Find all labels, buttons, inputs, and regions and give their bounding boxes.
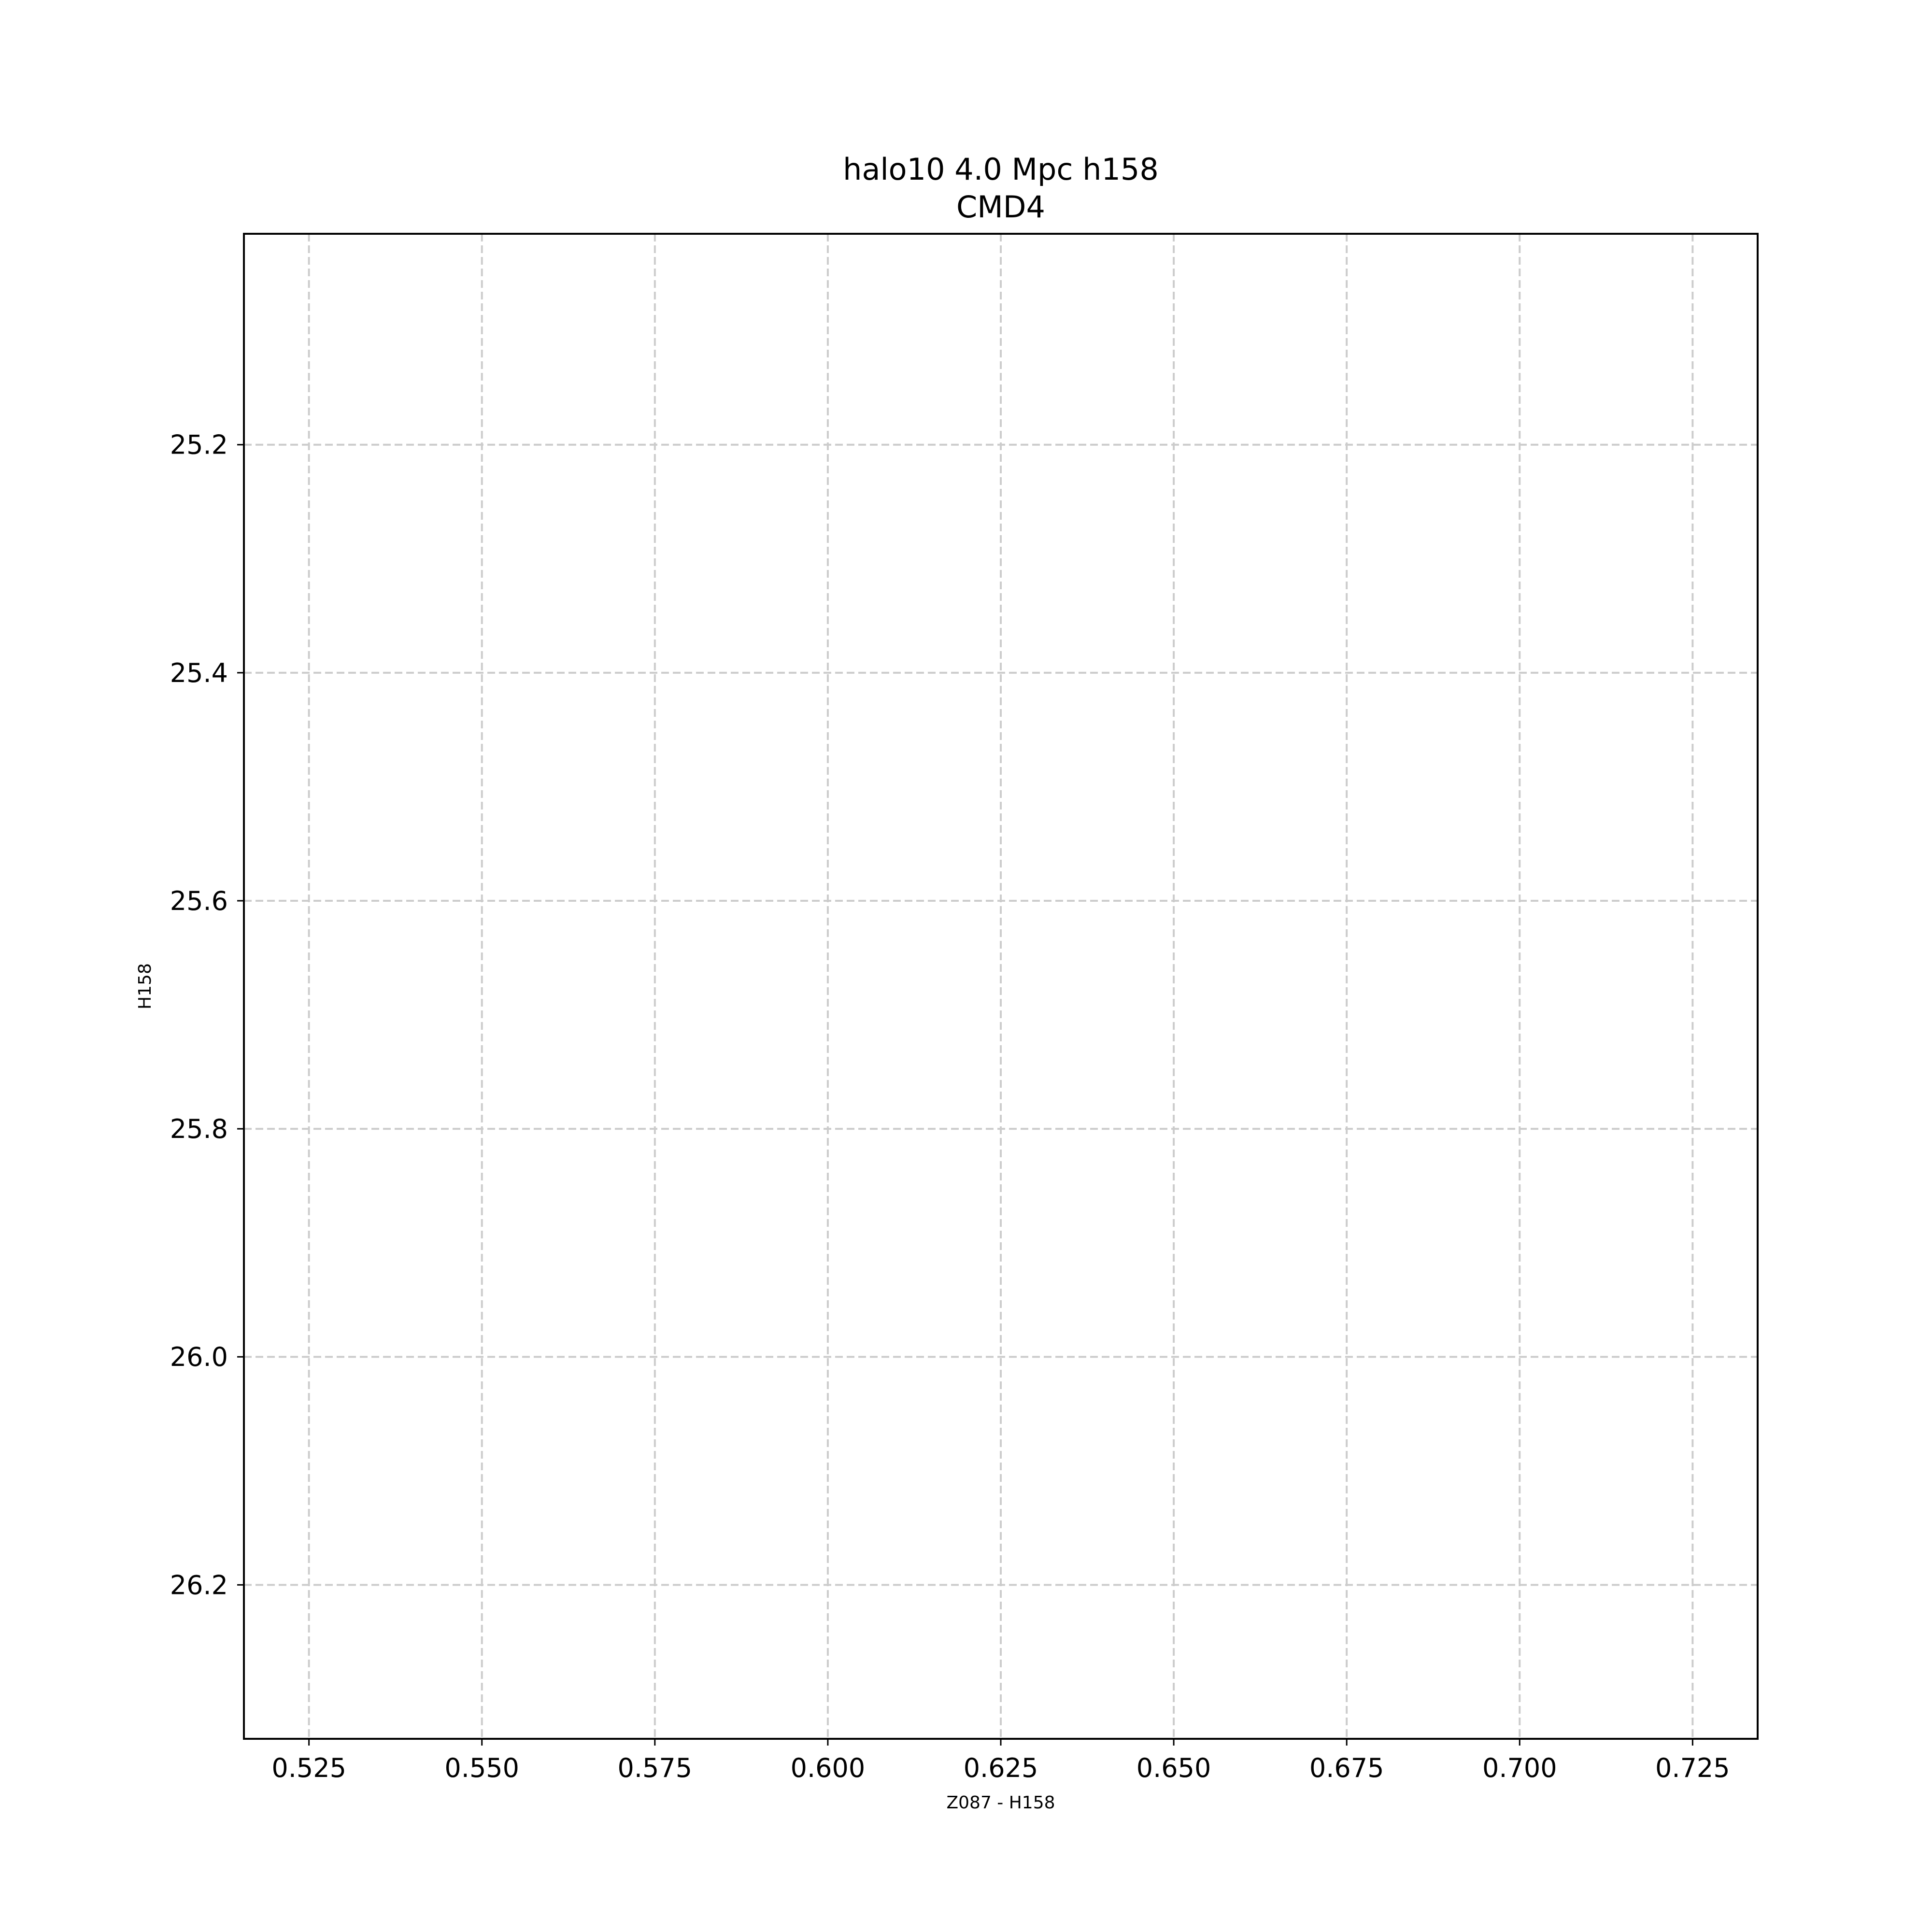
x-gridlines	[308, 234, 1694, 1739]
x-tick-label: 0.600	[791, 1753, 866, 1783]
x-tick-label: 0.575	[618, 1753, 693, 1783]
x-tick-label: 0.525	[271, 1753, 346, 1783]
y-tick-label: 25.6	[170, 886, 228, 916]
y-tick-label: 25.4	[170, 658, 228, 688]
y-axis-label: H158	[135, 963, 155, 1009]
x-axis-ticks: 0.525 0.550 0.575 0.600 0.625 0.650 0.675 0.700…	[271, 1739, 1730, 1783]
y-axis-ticks: 25.2 25.4 25.6 25.8 26.0 26.2	[170, 430, 244, 1600]
chart-subtitle: CMD4	[956, 189, 1045, 225]
y-tick-label: 26.0	[170, 1342, 228, 1372]
y-tick-label: 26.2	[170, 1570, 228, 1600]
x-tick-label: 0.675	[1309, 1753, 1384, 1783]
x-axis-label: Z087 - H158	[946, 1793, 1055, 1813]
x-tick-label: 0.625	[964, 1753, 1038, 1783]
x-tick-label: 0.650	[1136, 1753, 1211, 1783]
y-tick-label: 25.2	[170, 430, 228, 460]
y-gridlines	[244, 443, 1758, 1586]
y-tick-label: 25.8	[170, 1114, 228, 1144]
chart-title: halo10 4.0 Mpc h158	[843, 152, 1159, 187]
x-tick-label: 0.550	[444, 1753, 519, 1783]
x-tick-label: 0.700	[1482, 1753, 1557, 1783]
x-tick-label: 0.725	[1655, 1753, 1730, 1783]
